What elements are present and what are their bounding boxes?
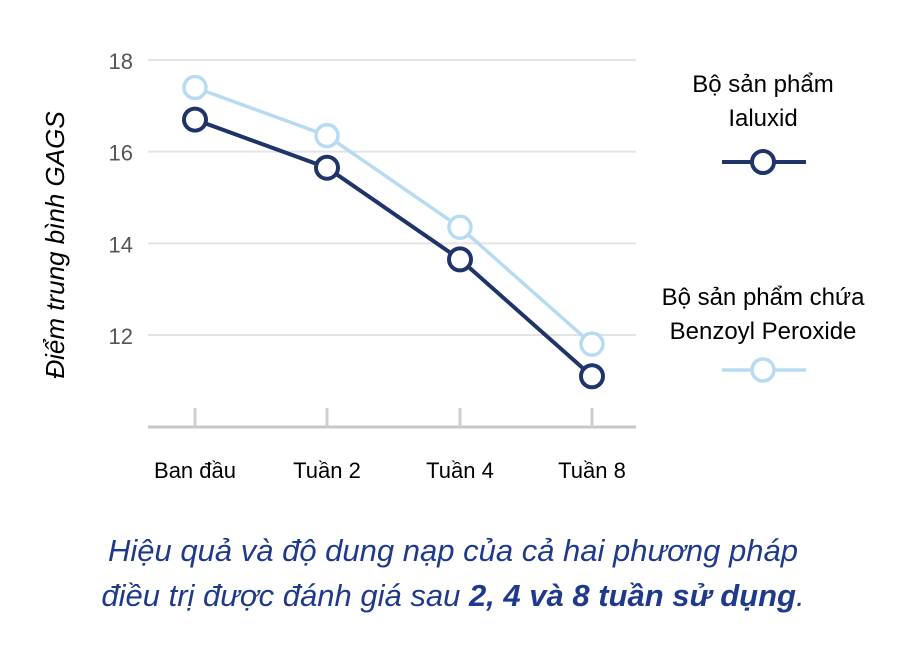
y-tick-label: 14 (109, 232, 133, 257)
chart-caption: Hiệu quả và độ dung nạp của cả hai phươn… (0, 528, 906, 618)
legend-marker-benzoyl (750, 357, 776, 383)
series-line-ialuxid (194, 117, 594, 378)
data-point-benzoyl (182, 74, 208, 101)
x-tick-label: Ban đầu (154, 458, 236, 483)
y-tick-label: 16 (109, 141, 133, 166)
data-point-benzoyl (579, 331, 605, 357)
caption-line-2: điều trị được đánh giá sau 2, 4 và 8 tuầ… (0, 573, 906, 618)
legend-label-ialuxid-line2: Ialuxid (728, 105, 797, 132)
caption-line-2-suffix: . (795, 578, 805, 613)
series-line-benzoyl (194, 85, 594, 346)
x-tick-label: Tuần 8 (558, 458, 626, 483)
caption-line-2-prefix: điều trị được đánh giá sau (101, 578, 469, 613)
caption-line-1: Hiệu quả và độ dung nạp của cả hai phươn… (108, 533, 798, 568)
data-point-benzoyl (447, 214, 473, 241)
legend-label-benzoyl-line1: Bộ sản phẩm chứa (662, 284, 866, 311)
legend-label-ialuxid-line1: Bộ sản phẩm (692, 71, 833, 98)
data-point-ialuxid (182, 106, 208, 133)
legend-marker-ialuxid (750, 149, 776, 175)
y-tick-label: 18 (109, 49, 133, 74)
x-tick-label: Tuần 2 (293, 458, 361, 483)
data-point-ialuxid (314, 154, 340, 181)
x-tick-label: Tuần 4 (426, 458, 494, 483)
y-tick-label: 12 (109, 324, 133, 349)
y-axis-title: Điểm trung bình GAGS (40, 111, 70, 379)
caption-line-2-bold: 2, 4 và 8 tuần sử dụng (468, 578, 796, 613)
chart: 12 14 16 18 Ban đầu Tuần 2 Tuần 4 Tuần 8 Điểm tr… (40, 49, 866, 483)
data-point-ialuxid (447, 246, 473, 273)
legend-label-benzoyl-line2: Benzoyl Peroxide (670, 318, 857, 345)
data-point-benzoyl (314, 122, 340, 149)
data-point-ialuxid (579, 363, 605, 390)
